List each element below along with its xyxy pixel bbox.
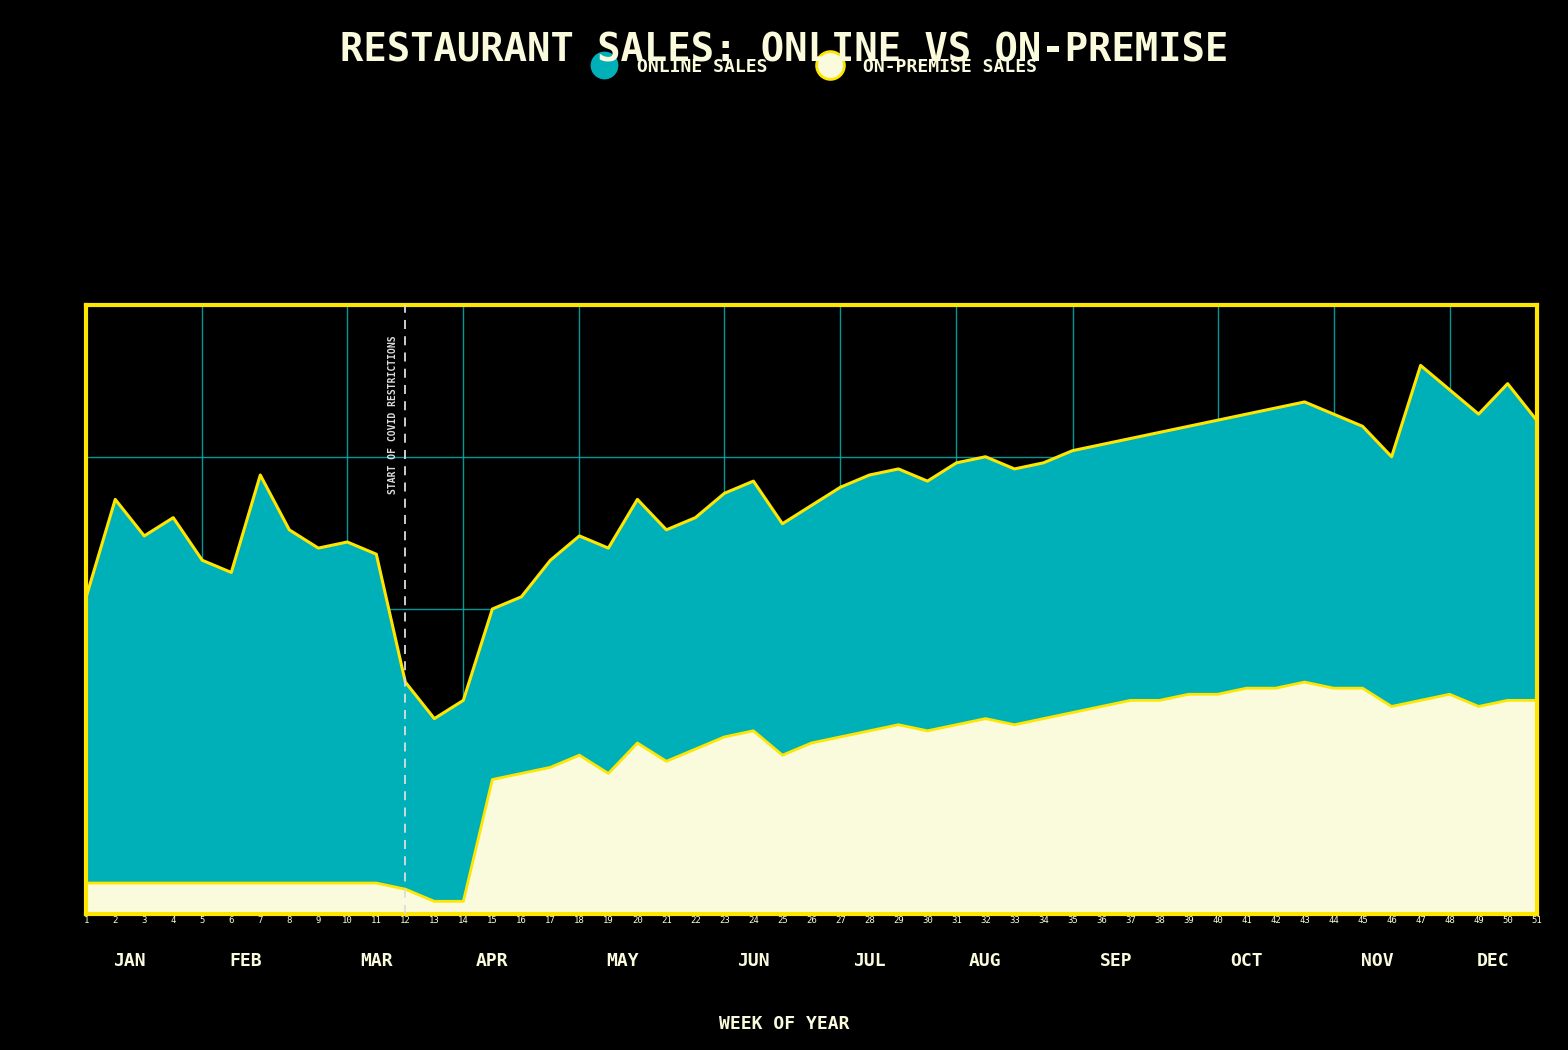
Text: RESTAURANT SALES: ONLINE VS ON-PREMISE: RESTAURANT SALES: ONLINE VS ON-PREMISE bbox=[340, 32, 1228, 69]
Text: JUL: JUL bbox=[853, 951, 886, 970]
Text: AUG: AUG bbox=[969, 951, 1002, 970]
Text: WEEK OF YEAR: WEEK OF YEAR bbox=[718, 1014, 850, 1033]
Text: APR: APR bbox=[477, 951, 508, 970]
Legend: ONLINE SALES, ON-PREMISE SALES: ONLINE SALES, ON-PREMISE SALES bbox=[586, 58, 1036, 76]
Text: MAY: MAY bbox=[607, 951, 640, 970]
Text: START OF COVID RESTRICTIONS: START OF COVID RESTRICTIONS bbox=[387, 335, 398, 493]
Text: OCT: OCT bbox=[1231, 951, 1262, 970]
Text: FEB: FEB bbox=[229, 951, 262, 970]
Text: NOV: NOV bbox=[1361, 951, 1394, 970]
Text: SEP: SEP bbox=[1099, 951, 1132, 970]
Text: JAN: JAN bbox=[113, 951, 146, 970]
Text: JUN: JUN bbox=[737, 951, 770, 970]
Text: MAR: MAR bbox=[361, 951, 392, 970]
Text: DEC: DEC bbox=[1477, 951, 1510, 970]
